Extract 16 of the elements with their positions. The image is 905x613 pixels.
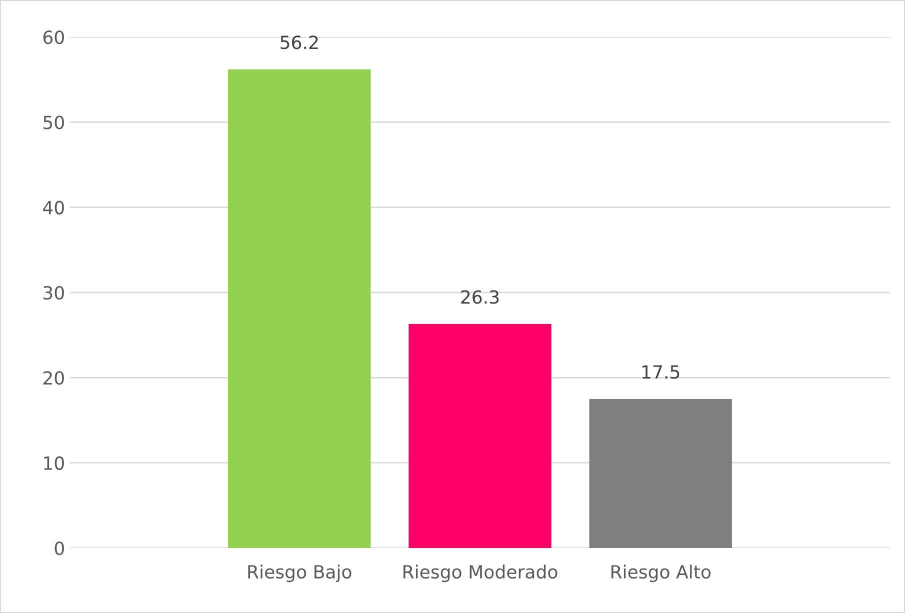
- data-label: 56.2: [280, 36, 318, 50]
- bar: [228, 69, 371, 548]
- y-tick-label: 40: [43, 200, 64, 214]
- x-tick-label: Riesgo Bajo: [248, 564, 352, 582]
- y-tick-label: 60: [43, 30, 64, 44]
- data-label: 26.3: [461, 290, 499, 304]
- data-label: 17.5: [642, 365, 680, 379]
- y-tick-label: 10: [44, 456, 64, 470]
- bar: [589, 398, 732, 548]
- x-tick-label: Riesgo Alto: [611, 564, 711, 582]
- y-tick-label: 50: [44, 116, 64, 130]
- x-tick-label: Riesgo Moderado: [404, 564, 558, 582]
- bar: [408, 324, 552, 548]
- y-tick-label: 30: [44, 286, 64, 300]
- y-tick-label: 20: [43, 371, 64, 385]
- y-tick-label: 0: [54, 541, 64, 556]
